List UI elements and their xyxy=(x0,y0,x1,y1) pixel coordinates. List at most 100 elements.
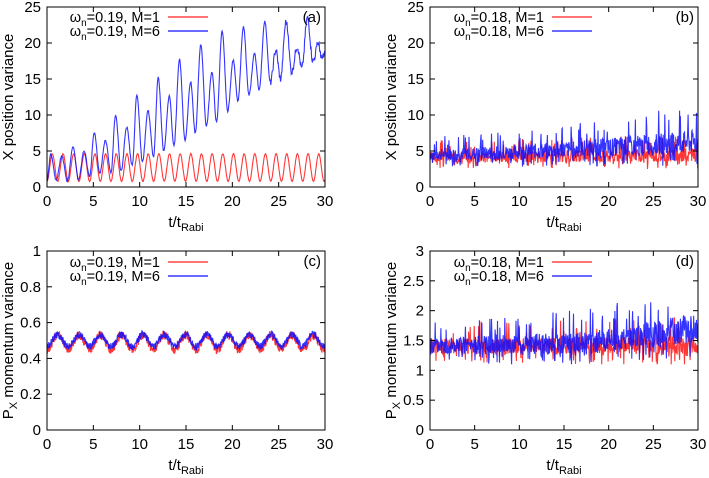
x-tick-label: 15 xyxy=(556,193,573,210)
series-line-b-m6 xyxy=(430,110,698,167)
y-tick-label: 2 xyxy=(416,303,424,320)
x-axis-label-sub: Rabi xyxy=(559,465,582,477)
legend-omega: ω xyxy=(454,269,465,285)
x-tick-label: 5 xyxy=(470,193,478,210)
y-axis-label-rest: momentum variance xyxy=(0,262,17,402)
y-tick-label: 10 xyxy=(24,107,41,124)
legend-label-m1: ωn=0.18, M=1 xyxy=(454,255,544,274)
x-axis-label-main: t/t xyxy=(168,457,181,474)
y-axis-label: X position variance xyxy=(0,34,17,161)
x-tick-label: 10 xyxy=(131,193,148,210)
legend-sub: n xyxy=(465,18,471,29)
y-tick-label: 0.8 xyxy=(20,279,41,296)
x-axis-label-sub: Rabi xyxy=(181,465,204,477)
y-tick-label: 20 xyxy=(407,35,424,52)
y-tick-label: 0.5 xyxy=(403,392,424,409)
x-tick-label: 0 xyxy=(426,193,434,210)
x-tick-label: 15 xyxy=(556,436,573,453)
legend-label-m6: ωn=0.18, M=6 xyxy=(454,24,544,43)
y-tick-label: 15 xyxy=(407,71,424,88)
legend-omega: ω xyxy=(70,255,81,271)
x-tick-label: 5 xyxy=(89,436,97,453)
x-tick-label: 0 xyxy=(43,436,51,453)
series-line-b-m1 xyxy=(430,135,698,170)
legend-sub: n xyxy=(465,263,471,274)
x-tick-label: 5 xyxy=(89,193,97,210)
x-tick-label: 30 xyxy=(317,193,334,210)
legend-label-m1: ωn=0.18, M=1 xyxy=(454,10,544,29)
y-axis-label-main: P xyxy=(0,409,17,419)
x-axis-label-sub: Rabi xyxy=(181,222,204,234)
y-tick-label: 0.2 xyxy=(20,386,41,403)
legend-sub: n xyxy=(81,32,87,43)
y-tick-label: 25 xyxy=(407,0,424,16)
x-tick-label: 10 xyxy=(131,436,148,453)
series-line-a-m1 xyxy=(47,152,325,183)
legend-omega: ω xyxy=(454,24,465,40)
x-tick-label: 20 xyxy=(224,436,241,453)
legend-omega: ω xyxy=(454,255,465,271)
y-tick-label: 15 xyxy=(24,71,41,88)
x-tick-label: 10 xyxy=(511,193,528,210)
y-axis-label-rest: momentum variance xyxy=(383,262,400,402)
x-tick-label: 30 xyxy=(317,436,334,453)
x-axis-label: t/tRabi xyxy=(168,457,203,477)
legend-omega: ω xyxy=(454,10,465,26)
y-tick-label: 20 xyxy=(24,35,41,52)
x-tick-label: 10 xyxy=(511,436,528,453)
series-line-a-m6 xyxy=(47,15,325,183)
y-tick-label: 3 xyxy=(416,243,424,260)
legend-omega: ω xyxy=(70,10,81,26)
panel-d: 0 5 10 15 20 25 30 0 0.5 1 1.5 2 2.5 3 t/tRabi PX momen… xyxy=(383,243,706,477)
legend-text: =0.19, M=6 xyxy=(87,269,160,285)
legend-text: =0.19, M=1 xyxy=(87,10,160,26)
panel-label: (d) xyxy=(676,253,694,270)
y-tick-label: 0 xyxy=(416,179,424,196)
x-axis-label: t/tRabi xyxy=(168,214,203,234)
x-tick-label: 15 xyxy=(178,436,195,453)
y-tick-label: 0.4 xyxy=(20,350,41,367)
series-line-d-m6 xyxy=(430,302,698,365)
legend-text: =0.18, M=6 xyxy=(471,269,544,285)
x-tick-label: 0 xyxy=(426,436,434,453)
legend-label-m6: ωn=0.19, M=6 xyxy=(70,269,160,288)
x-tick-label: 20 xyxy=(600,193,617,210)
legend-omega: ω xyxy=(70,24,81,40)
x-tick-label: 25 xyxy=(270,193,287,210)
panel-a: 0 5 10 15 20 25 30 0 5 10 15 20 25 t/tRabi X position … xyxy=(0,0,333,234)
legend-text: =0.19, M=6 xyxy=(87,24,160,40)
x-tick-label: 30 xyxy=(690,193,707,210)
legend-sub: n xyxy=(465,32,471,43)
x-tick-label: 20 xyxy=(224,193,241,210)
y-axis-label: X position variance xyxy=(383,34,400,161)
y-axis-label-sub: X xyxy=(8,401,20,409)
y-axis-label: PX momentum variance xyxy=(383,262,403,419)
y-axis-label-main: P xyxy=(383,409,400,419)
legend-label-m1: ωn=0.19, M=1 xyxy=(70,255,160,274)
series-line-c-m6 xyxy=(47,329,325,352)
y-tick-label: 0 xyxy=(33,179,41,196)
y-tick-label: 1.5 xyxy=(403,333,424,350)
legend-sub: n xyxy=(81,277,87,288)
legend-sub: n xyxy=(465,277,471,288)
y-tick-label: 5 xyxy=(33,143,41,160)
y-tick-label: 25 xyxy=(24,0,41,16)
panel-label: (a) xyxy=(303,9,321,26)
x-tick-label: 15 xyxy=(178,193,195,210)
y-axis-label-sub: X xyxy=(391,401,403,409)
panel-label: (c) xyxy=(304,253,322,270)
legend-text: =0.18, M=6 xyxy=(471,24,544,40)
y-tick-label: 0 xyxy=(33,422,41,439)
x-axis-label-sub: Rabi xyxy=(559,222,582,234)
x-tick-label: 30 xyxy=(690,436,707,453)
legend-label-m6: ωn=0.19, M=6 xyxy=(70,24,160,43)
y-tick-label: 10 xyxy=(407,107,424,124)
x-tick-label: 25 xyxy=(645,193,662,210)
x-tick-label: 25 xyxy=(270,436,287,453)
x-axis-label-main: t/t xyxy=(546,457,559,474)
legend-label-m6: ωn=0.18, M=6 xyxy=(454,269,544,288)
x-axis-label-main: t/t xyxy=(546,214,559,231)
x-tick-label: 5 xyxy=(470,436,478,453)
legend-label-m1: ωn=0.19, M=1 xyxy=(70,10,160,29)
panel-label: (b) xyxy=(676,9,694,26)
